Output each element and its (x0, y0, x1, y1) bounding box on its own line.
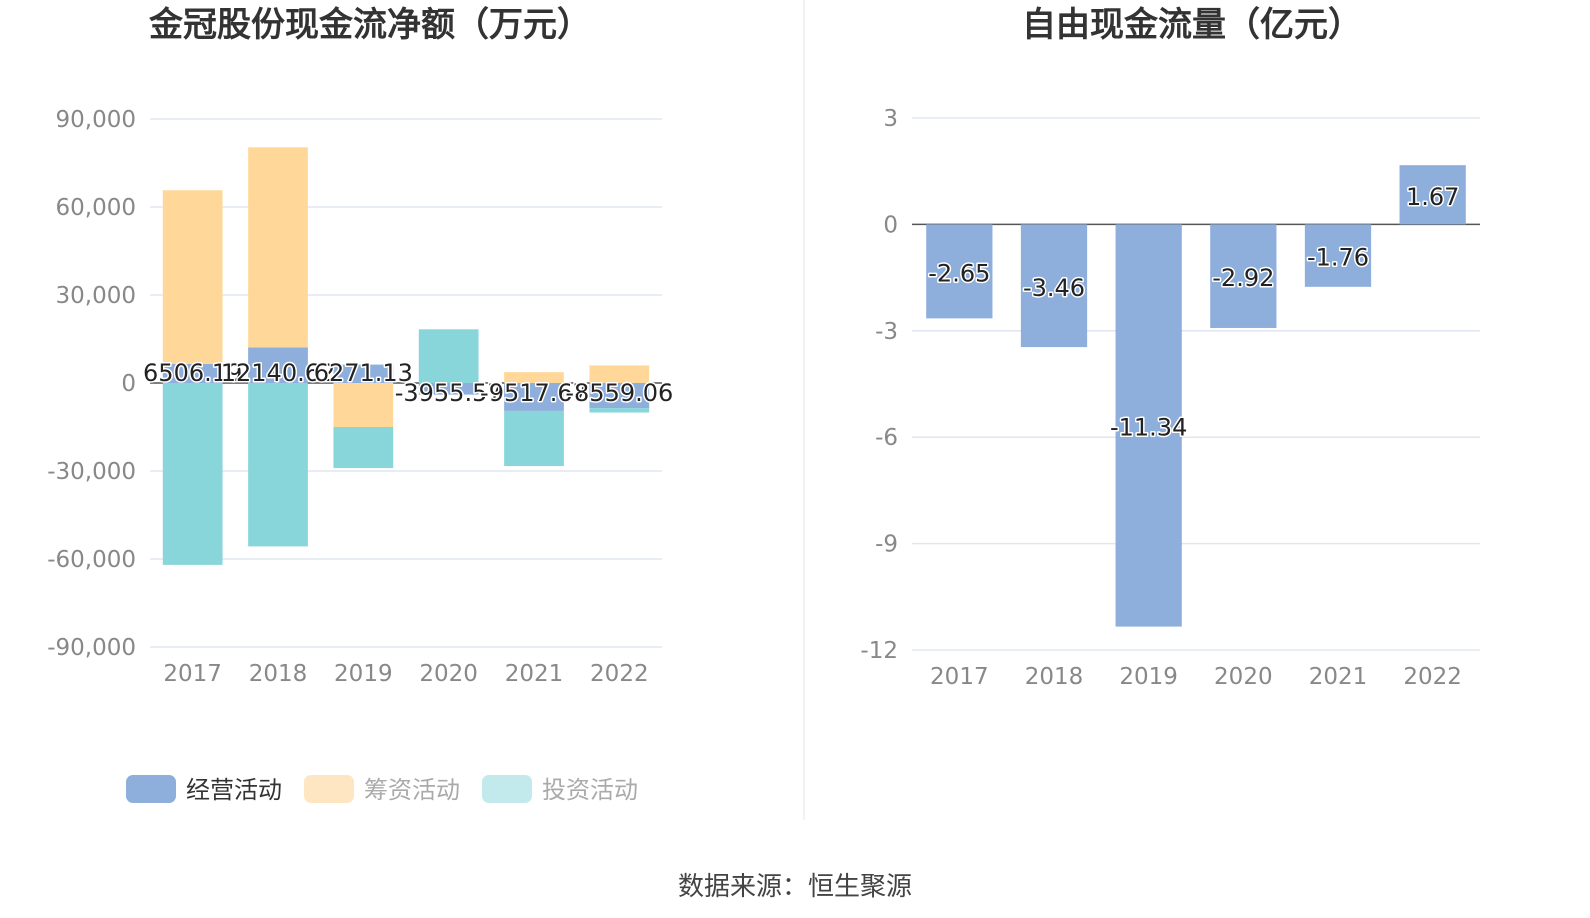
y-tick-label: -3 (875, 319, 898, 345)
x-tick-label: 2019 (1119, 664, 1178, 690)
x-tick-label: 2019 (334, 661, 393, 687)
data-label-2022: 1.67 (1406, 183, 1459, 211)
y-tick-label: 90,000 (56, 107, 136, 133)
bar-2018-series-2[interactable] (248, 383, 308, 547)
data-label-2021: -1.76 (1307, 244, 1369, 272)
cashflow-chart-title: 金冠股份现金流净额（万元） (148, 5, 591, 45)
y-tick-label: 3 (883, 106, 898, 132)
bar-2019-series-0[interactable] (333, 364, 394, 383)
legend-swatch-operating (126, 775, 176, 803)
bar-2021-series-1[interactable] (504, 372, 564, 383)
bar-2022-series-0[interactable] (589, 383, 650, 409)
y-tick-label: -12 (860, 638, 898, 664)
bar-2017-series-0[interactable] (926, 224, 993, 319)
bar-2018-series-0[interactable] (248, 347, 308, 383)
free-cashflow-chart: 自由现金流量（亿元） 3 0 -3 -6 -9 -12 -2.65 -3.46 -11.34 -… (860, 5, 1480, 690)
legend-item-financing[interactable]: 筹资活动 (304, 775, 460, 804)
x-tick-label: 2022 (1403, 664, 1462, 690)
data-label-2020: -2.92 (1212, 264, 1274, 292)
legend-label-financing: 筹资活动 (364, 776, 460, 804)
x-tick-label: 2021 (1309, 664, 1368, 690)
data-label-2018: -3.46 (1023, 274, 1085, 302)
legend-swatch-financing (304, 775, 354, 803)
x-tick-label: 2018 (249, 661, 308, 687)
legend-swatch-investing (482, 775, 532, 803)
y-tick-label: 0 (883, 212, 898, 238)
bar-2020-series-0[interactable] (1210, 224, 1277, 328)
data-label-2018: 12140.62 (221, 359, 336, 387)
bar-2021-series-2[interactable] (504, 410, 564, 467)
x-tick-label: 2017 (930, 664, 989, 690)
bar-2022-series-2[interactable] (589, 408, 650, 413)
legend-item-investing[interactable]: 投资活动 (482, 775, 638, 804)
data-label-2019: 6271.13 (314, 359, 413, 387)
bar-2019-series-1[interactable] (333, 383, 394, 427)
data-label-2020: -3955.57 (395, 379, 503, 407)
x-tick-label: 2020 (419, 661, 478, 687)
bar-2017-series-0[interactable] (162, 363, 223, 383)
bar-2017-series-2[interactable] (162, 383, 223, 565)
y-tick-label: -60,000 (47, 547, 136, 573)
x-tick-label: 2022 (590, 661, 649, 687)
legend-label-operating: 经营活动 (186, 776, 282, 804)
legend: 经营活动 筹资活动 投资活动 (126, 775, 638, 804)
x-tick-label: 2017 (163, 661, 222, 687)
data-label-2022: -8559.06 (565, 379, 673, 407)
data-source: 数据来源：恒生聚源 (678, 872, 912, 902)
y-tick-label: -30,000 (47, 459, 136, 485)
bar-2022-series-0[interactable] (1399, 165, 1466, 225)
legend-label-investing: 投资活动 (542, 776, 638, 804)
cashflow-net-chart: 金冠股份现金流净额（万元） 90,000 60,000 30,000 0 -30,000… (47, 5, 675, 687)
y-tick-label: 0 (121, 371, 136, 397)
y-tick-label: -6 (875, 425, 898, 451)
x-tick-label: 2020 (1214, 664, 1273, 690)
data-label-2021: -9517.67 (480, 379, 588, 407)
legend-item-operating[interactable]: 经营活动 (126, 775, 282, 804)
free-cashflow-chart-title: 自由现金流量（亿元） (1022, 5, 1362, 45)
bar-2020-series-2[interactable] (418, 329, 479, 383)
bar-2022-series-1[interactable] (589, 365, 650, 383)
bar-2019-series-2[interactable] (333, 427, 394, 469)
data-label-2017: 6506.19 (143, 359, 242, 387)
y-tick-label: 60,000 (56, 195, 136, 221)
y-tick-label: -9 (875, 532, 898, 558)
y-tick-label: 30,000 (56, 283, 136, 309)
bar-2018-series-0[interactable] (1020, 224, 1088, 348)
y-tick-label: -90,000 (47, 635, 136, 661)
data-label-2017: -2.65 (928, 259, 990, 287)
bar-2020-series-0[interactable] (418, 383, 479, 395)
bar-2017-series-1[interactable] (162, 190, 223, 364)
x-tick-label: 2021 (505, 661, 564, 687)
bar-2019-series-0[interactable] (1115, 224, 1182, 627)
x-tick-label: 2018 (1025, 664, 1084, 690)
data-label-2019: -11.34 (1110, 413, 1187, 441)
bar-2021-series-0[interactable] (504, 383, 564, 411)
bar-2021-series-0[interactable] (1304, 224, 1372, 287)
bar-2018-series-1[interactable] (248, 147, 308, 348)
